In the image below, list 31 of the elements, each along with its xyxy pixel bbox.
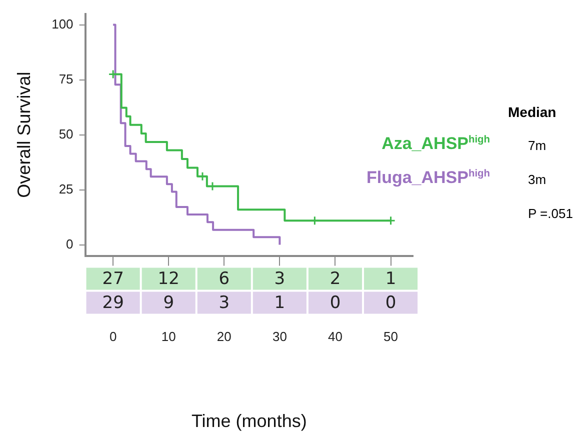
text: 1 [385,269,396,290]
text: 3 [218,293,230,314]
text: 0 [330,293,341,314]
text: P =.051 [528,206,573,221]
y-tick-label: 50 [58,126,74,142]
text: 12 [158,269,180,290]
text: Median [508,104,556,120]
text: 9 [163,293,174,314]
x-tick-label: 30 [272,329,287,344]
text: 0 [385,293,396,314]
y-tick-label: 25 [58,181,74,196]
x-tick-label: 10 [161,329,176,344]
text: 3 [274,269,286,290]
y-tick-label: 100 [52,16,74,32]
x-tick-label: 40 [328,329,342,344]
x-axis-title: Time (months) [191,411,307,432]
text: Aza_AHSP$^{high}$ [382,134,490,154]
x-tick-label: 0 [109,329,117,344]
text: 3m [528,172,546,187]
text: 6 [218,269,230,290]
y-axis-title: Overall Survival [14,72,34,198]
text: 2 [330,269,341,290]
x-tick-label: 20 [216,329,232,344]
y-tick-label: 75 [58,71,74,86]
text: 27 [102,269,124,290]
text: 1 [274,293,286,314]
text: Fluga_AHSP$^{high}$ [366,168,490,188]
text: 7m [528,138,546,153]
x-tick-label: 50 [384,329,398,344]
y-tick-label: 0 [66,236,74,252]
text: 29 [102,293,124,314]
